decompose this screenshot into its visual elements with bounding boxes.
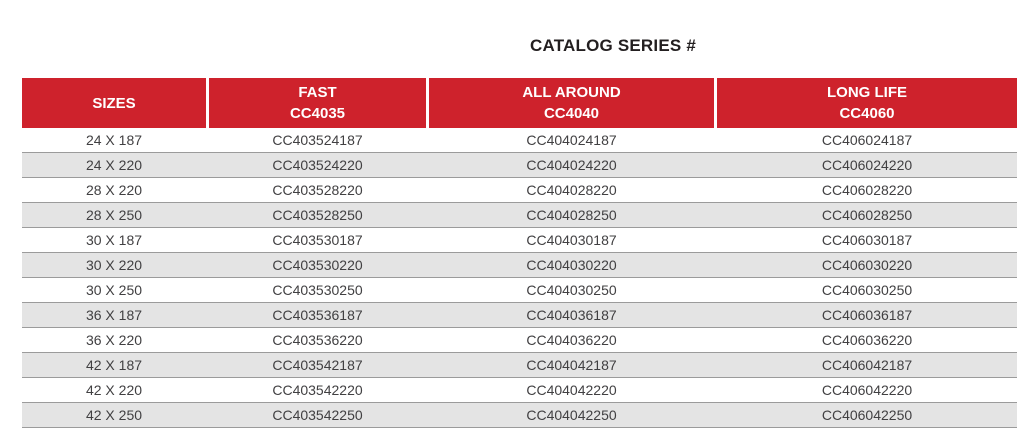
cell-size: 30 X 187	[85, 232, 143, 248]
table-row: 42 X 187 CC403542187 CC404042187 CC40604…	[22, 353, 1017, 378]
cell-all-around: CC404036187	[526, 307, 617, 323]
cell-long-life: CC406024187	[821, 132, 913, 148]
cell-size: 42 X 250	[85, 407, 143, 423]
header-label-all-around: ALL AROUND	[522, 84, 621, 101]
cell-long-life: CC406042220	[821, 382, 913, 398]
cell-long-life: CC406024220	[821, 157, 913, 173]
table-row: 30 X 220 CC403530220 CC404030220 CC40603…	[22, 253, 1017, 278]
cell-size: 24 X 220	[85, 157, 143, 173]
cell-all-around: CC404042187	[526, 357, 617, 373]
page-title: CATALOG SERIES #	[530, 36, 696, 55]
cell-size: 28 X 220	[85, 182, 143, 198]
cell-size: 36 X 187	[85, 307, 143, 323]
table-row: 28 X 250 CC403528250 CC404028250 CC40602…	[22, 203, 1017, 228]
header-label-long-life: LONG LIFE	[827, 84, 907, 101]
cell-all-around: CC404042220	[526, 382, 617, 398]
table-row: 30 X 250 CC403530250 CC404030250 CC40603…	[22, 278, 1017, 303]
cell-long-life: CC406042250	[821, 407, 913, 423]
cell-size: 24 X 187	[85, 132, 143, 148]
cell-long-life: CC406030220	[821, 257, 913, 273]
cell-all-around: CC404030220	[526, 257, 617, 273]
cell-fast: CC403524220	[272, 157, 363, 173]
cell-fast: CC403530220	[272, 257, 363, 273]
cell-long-life: CC406028250	[821, 207, 913, 223]
cell-size: 36 X 220	[85, 332, 143, 348]
cell-all-around: CC404036220	[526, 332, 617, 348]
table-row: 36 X 220 CC403536220 CC404036220 CC40603…	[22, 328, 1017, 353]
cell-fast: CC403542187	[272, 357, 363, 373]
cell-all-around: CC404024187	[526, 132, 617, 148]
cell-long-life: CC406042187	[821, 357, 913, 373]
header-cell-all-around: ALL AROUND CC4040	[429, 78, 714, 128]
header-cell-fast: FAST CC4035	[209, 78, 426, 128]
header-label-sizes: SIZES	[92, 94, 136, 112]
header-code-fast: CC4035	[289, 105, 346, 122]
cell-size: 42 X 187	[85, 357, 143, 373]
cell-all-around: CC404042250	[526, 407, 617, 423]
cell-fast: CC403524187	[272, 132, 363, 148]
cell-long-life: CC406030250	[821, 282, 913, 298]
header-cell-long-life: LONG LIFE CC4060	[717, 78, 1017, 128]
cell-fast: CC403530187	[272, 232, 363, 248]
table-body: 24 X 187 CC403524187 CC404024187 CC40602…	[22, 128, 1017, 428]
cell-fast: CC403536220	[272, 332, 363, 348]
cell-long-life: CC406036187	[821, 307, 913, 323]
header-label-fast: FAST	[298, 84, 337, 101]
catalog-table: SIZES FAST CC4035 ALL AROUND CC4040 LONG…	[22, 78, 1017, 428]
header-cell-sizes: SIZES	[22, 78, 206, 128]
table-row: 30 X 187 CC403530187 CC404030187 CC40603…	[22, 228, 1017, 253]
cell-fast: CC403536187	[272, 307, 363, 323]
cell-size: 28 X 250	[85, 207, 143, 223]
cell-size: 42 X 220	[85, 382, 143, 398]
table-row: 42 X 220 CC403542220 CC404042220 CC40604…	[22, 378, 1017, 403]
cell-all-around: CC404030187	[526, 232, 617, 248]
cell-fast: CC403542250	[272, 407, 363, 423]
cell-all-around: CC404028250	[526, 207, 617, 223]
table-header-row: SIZES FAST CC4035 ALL AROUND CC4040 LONG…	[22, 78, 1017, 128]
table-row: 24 X 220 CC403524220 CC404024220 CC40602…	[22, 153, 1017, 178]
cell-all-around: CC404028220	[526, 182, 617, 198]
table-row: 28 X 220 CC403528220 CC404028220 CC40602…	[22, 178, 1017, 203]
header-code-all-around: CC4040	[543, 105, 600, 122]
cell-fast: CC403528220	[272, 182, 363, 198]
cell-size: 30 X 250	[85, 282, 143, 298]
table-row: 42 X 250 CC403542250 CC404042250 CC40604…	[22, 403, 1017, 428]
cell-long-life: CC406028220	[821, 182, 913, 198]
table-row: 36 X 187 CC403536187 CC404036187 CC40603…	[22, 303, 1017, 328]
cell-fast: CC403530250	[272, 282, 363, 298]
cell-long-life: CC406036220	[821, 332, 913, 348]
header-code-long-life: CC4060	[839, 105, 895, 122]
cell-all-around: CC404024220	[526, 157, 617, 173]
cell-all-around: CC404030250	[526, 282, 617, 298]
cell-long-life: CC406030187	[821, 232, 913, 248]
cell-fast: CC403528250	[272, 207, 363, 223]
cell-fast: CC403542220	[272, 382, 363, 398]
table-row: 24 X 187 CC403524187 CC404024187 CC40602…	[22, 128, 1017, 153]
cell-size: 30 X 220	[85, 257, 143, 273]
